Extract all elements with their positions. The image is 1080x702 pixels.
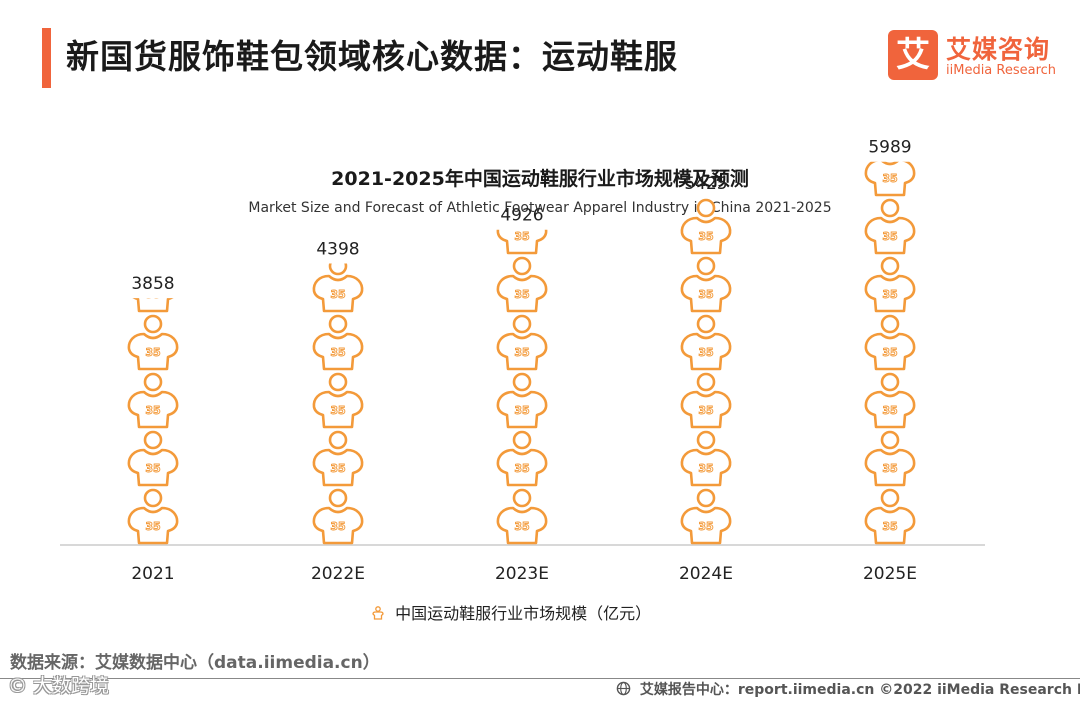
svg-text:35: 35 (330, 520, 345, 533)
svg-text:35: 35 (330, 404, 345, 417)
svg-text:35: 35 (145, 230, 160, 243)
legend-label: 中国运动鞋服行业市场规模（亿元） (395, 604, 652, 623)
bar-2025E: 35 35 35 35 35 35 35 35 (864, 114, 916, 545)
svg-text:35: 35 (514, 462, 529, 475)
globe-icon (616, 681, 631, 696)
footer-credit: 艾媒报告中心：report.iimedia.cn ©2022 iiMedia R… (616, 679, 1080, 699)
value-label: 4926 (500, 206, 543, 226)
svg-text:35: 35 (698, 230, 713, 243)
svg-text:35: 35 (145, 346, 160, 359)
x-tick-label: 2023E (495, 564, 549, 584)
svg-text:35: 35 (145, 520, 160, 533)
svg-text:35: 35 (145, 462, 160, 475)
svg-text:35: 35 (698, 288, 713, 301)
logo-en-name: iiMedia Research (946, 63, 1057, 78)
bar-2023E: 35 35 35 35 35 35 35 (496, 172, 548, 545)
svg-text:35: 35 (882, 404, 897, 417)
value-label: 5989 (868, 138, 911, 158)
x-tick-label: 2022E (311, 564, 365, 584)
svg-text:35: 35 (330, 462, 345, 475)
page-title: 新国货服饰鞋包领域核心数据：运动鞋服 (66, 37, 678, 76)
svg-text:35: 35 (882, 114, 897, 127)
svg-text:35: 35 (698, 346, 713, 359)
bar-2021: 35 35 35 35 35 35 (127, 230, 179, 545)
value-label: 4398 (316, 240, 359, 260)
svg-text:35: 35 (698, 462, 713, 475)
footer-divider (0, 678, 1080, 679)
title-accent-bar (42, 28, 51, 88)
svg-text:35: 35 (698, 404, 713, 417)
x-tick-label: 2021 (131, 564, 174, 584)
svg-text:35: 35 (882, 172, 897, 185)
chart-title: 2021-2025年中国运动鞋服行业市场规模及预测 (331, 168, 749, 190)
svg-text:35: 35 (330, 288, 345, 301)
svg-text:35: 35 (882, 520, 897, 533)
svg-text:35: 35 (882, 346, 897, 359)
svg-text:35: 35 (882, 288, 897, 301)
svg-text:35: 35 (330, 346, 345, 359)
svg-text:35: 35 (698, 520, 713, 533)
svg-text:35: 35 (514, 288, 529, 301)
svg-text:35: 35 (882, 230, 897, 243)
svg-text:35: 35 (882, 462, 897, 475)
value-label: 3858 (131, 274, 174, 294)
logo-cn-name: 艾媒咨询 (946, 35, 1051, 64)
svg-text:35: 35 (514, 520, 529, 533)
chart-legend: 中国运动鞋服行业市场规模（亿元） (372, 600, 651, 624)
logo-mark: 艾 (888, 30, 938, 80)
footer-text: 艾媒报告中心：report.iimedia.cn ©2022 iiMedia R… (639, 682, 1080, 698)
svg-text:35: 35 (514, 230, 529, 243)
x-tick-label: 2024E (679, 564, 733, 584)
svg-text:35: 35 (514, 404, 529, 417)
watermark: © 大数跨境 (8, 675, 110, 697)
svg-text:35: 35 (145, 404, 160, 417)
data-source: 数据来源：艾媒数据中心（data.iimedia.cn） (10, 653, 380, 673)
svg-text:35: 35 (145, 288, 160, 301)
brand-logo: 艾 艾媒咨询 iiMedia Research (888, 30, 1064, 84)
svg-text:35: 35 (514, 172, 529, 185)
legend-jersey-icon (372, 606, 384, 620)
svg-text:35: 35 (514, 346, 529, 359)
chart-subtitle: Market Size and Forecast of Athletic Foo… (248, 200, 832, 216)
value-label: 5425 (684, 174, 727, 194)
x-tick-label: 2025E (863, 564, 917, 584)
